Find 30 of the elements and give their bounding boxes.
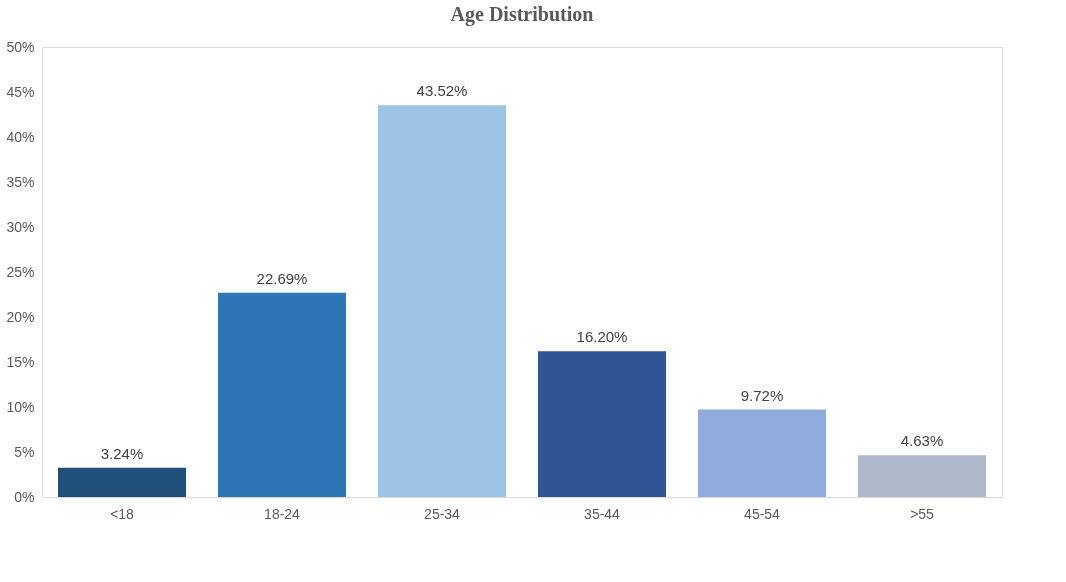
data-label: 4.63%: [900, 432, 944, 450]
bar: [698, 409, 826, 497]
x-tick-label: 25-34: [424, 505, 461, 522]
bar: [58, 467, 186, 497]
x-tick-label: 18-24: [264, 505, 301, 522]
x-tick-label: 45-54: [744, 505, 781, 522]
bar: [858, 455, 986, 497]
data-label: 22.69%: [256, 269, 308, 287]
y-tick-label: 30%: [6, 218, 35, 235]
data-label: 9.72%: [740, 386, 784, 404]
bar: [378, 105, 506, 497]
bar: [538, 351, 666, 497]
y-tick-label: 40%: [6, 128, 35, 145]
y-tick-label: 0%: [14, 488, 35, 505]
data-label: 16.20%: [576, 328, 628, 346]
data-label: 3.24%: [100, 444, 144, 462]
x-tick-label: <18: [110, 505, 135, 522]
y-tick-label: 10%: [6, 398, 35, 415]
y-tick-label: 45%: [6, 83, 35, 100]
bar: [218, 292, 346, 497]
x-tick-label: >55: [910, 505, 935, 522]
y-tick-label: 15%: [6, 353, 35, 370]
y-tick-label: 50%: [6, 38, 35, 55]
y-tick-label: 5%: [14, 443, 35, 460]
chart-title: Age Distribution: [450, 3, 594, 26]
data-label: 43.52%: [416, 82, 468, 100]
x-tick-label: 35-44: [584, 505, 621, 522]
y-tick-label: 35%: [6, 173, 35, 190]
y-tick-label: 20%: [6, 308, 35, 325]
y-tick-label: 25%: [6, 263, 35, 280]
